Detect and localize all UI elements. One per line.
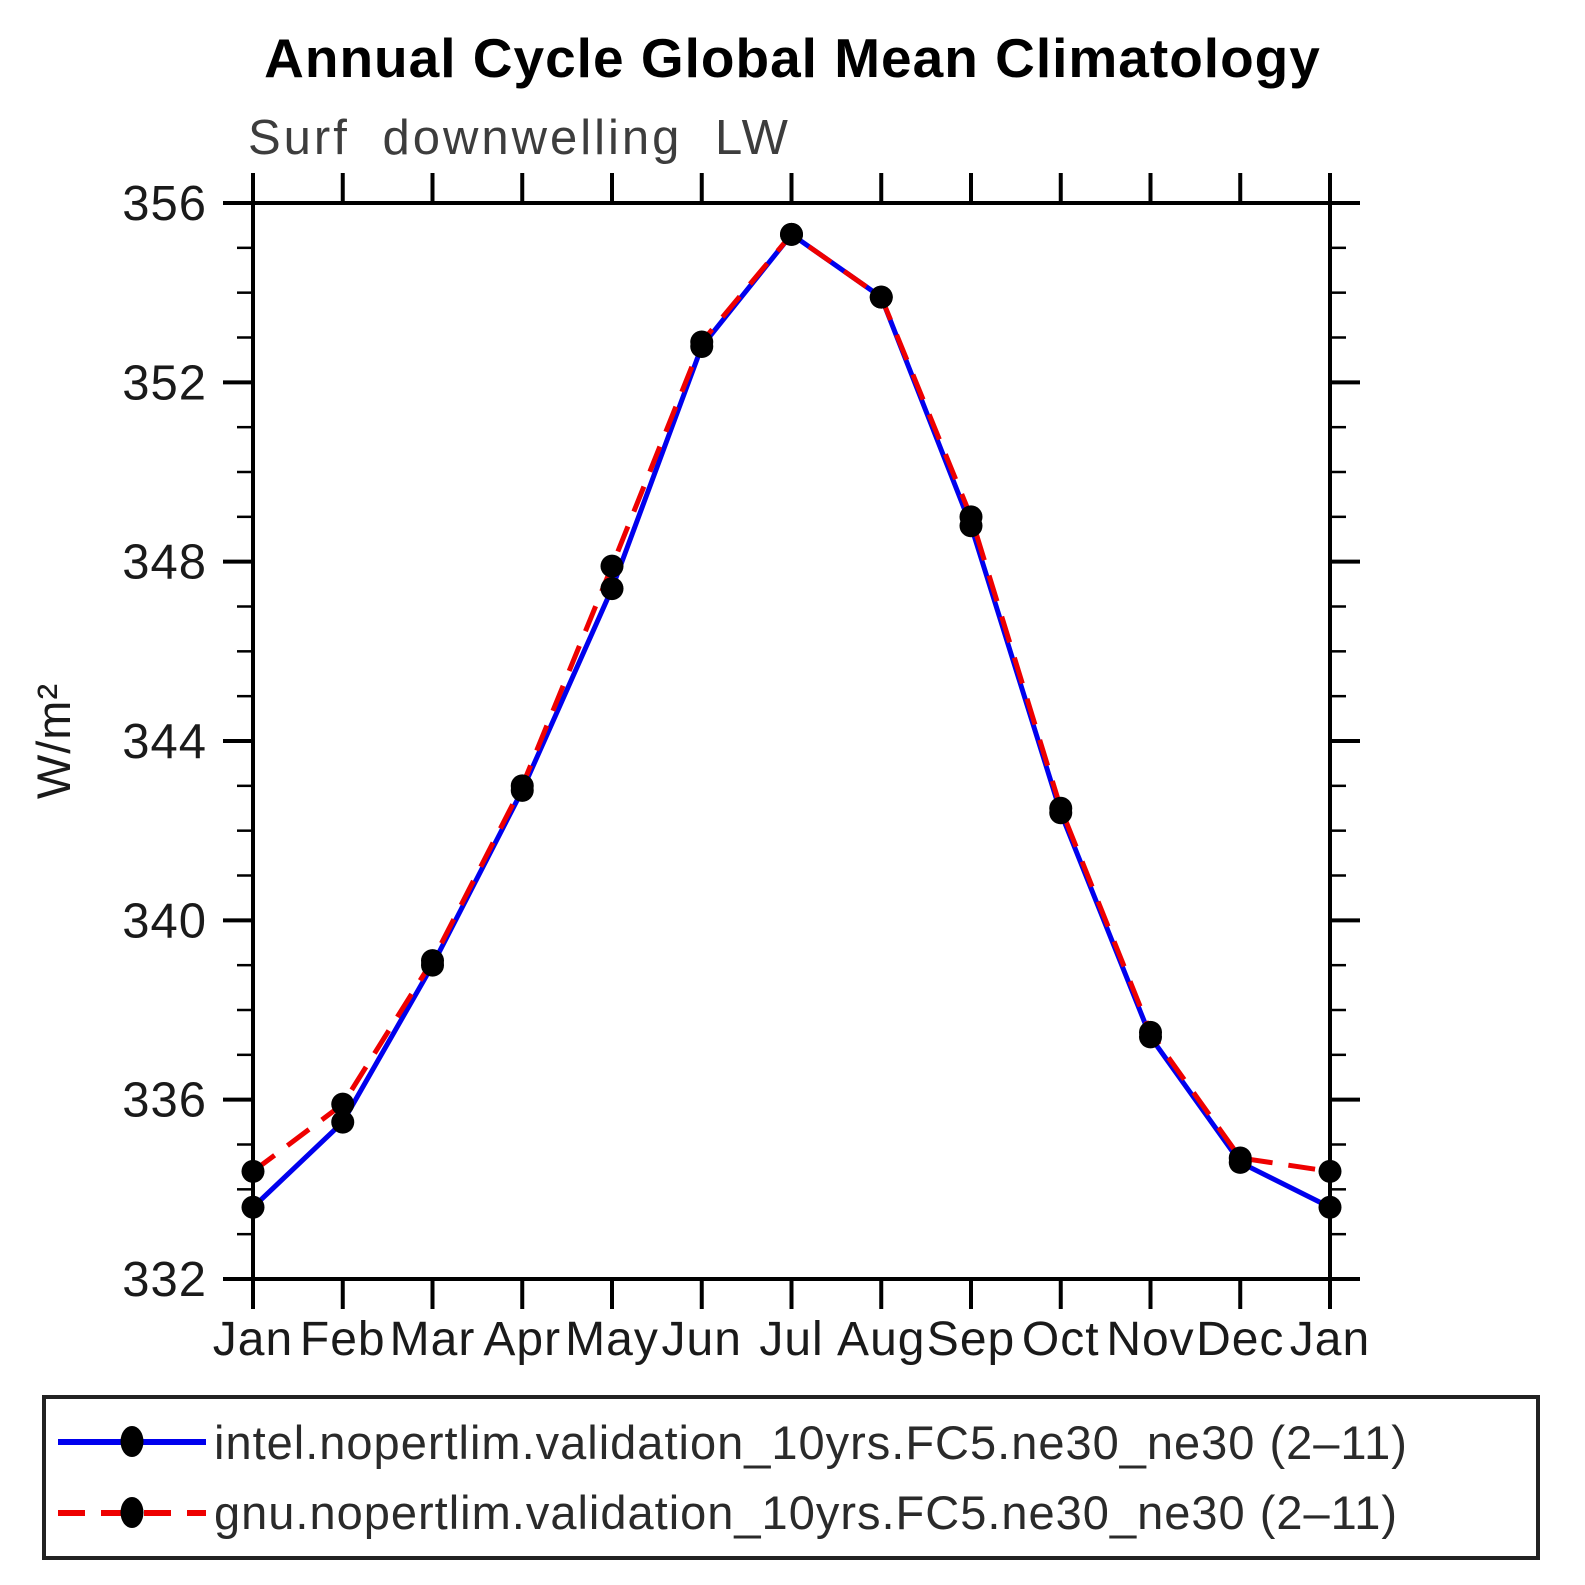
marker-dot-icon bbox=[120, 1496, 144, 1528]
x-tick-label: May bbox=[565, 1313, 659, 1366]
x-tick-label: Jan bbox=[213, 1313, 293, 1366]
legend-swatch-gnu bbox=[58, 1496, 206, 1529]
x-tick-label: Feb bbox=[300, 1313, 386, 1366]
x-tick-label: Jan bbox=[1290, 1313, 1370, 1366]
y-tick-label: 348 bbox=[122, 536, 207, 590]
y-axis-label: W/m² bbox=[27, 683, 80, 799]
y-tick-label: 344 bbox=[122, 715, 207, 769]
legend-item-intel: intel.nopertlim.validation_10yrs.FC5.ne3… bbox=[58, 1415, 1536, 1470]
x-tick-label: Jul bbox=[759, 1313, 823, 1366]
data-point-marker bbox=[331, 1110, 355, 1134]
legend-item-gnu: gnu.nopertlim.validation_10yrs.FC5.ne30_… bbox=[58, 1485, 1536, 1540]
data-point-marker bbox=[331, 1092, 355, 1116]
data-point-marker bbox=[1139, 1020, 1162, 1044]
data-point-marker bbox=[869, 285, 893, 309]
x-tick-label: Sep bbox=[927, 1313, 1015, 1366]
y-tick-label: 336 bbox=[122, 1074, 207, 1128]
legend-swatch-intel bbox=[58, 1426, 206, 1458]
x-tick-label: Apr bbox=[483, 1313, 561, 1366]
x-tick-label: Aug bbox=[837, 1313, 925, 1366]
data-point-marker bbox=[1228, 1146, 1252, 1170]
data-point-marker bbox=[1318, 1159, 1342, 1183]
data-point-marker bbox=[1049, 796, 1073, 820]
x-tick-label: Jun bbox=[662, 1313, 742, 1366]
marker-dot-icon bbox=[120, 1426, 144, 1458]
data-point-marker bbox=[510, 774, 534, 798]
y-tick-label: 340 bbox=[122, 894, 207, 948]
data-point-marker bbox=[600, 554, 624, 578]
data-point-marker bbox=[421, 949, 444, 973]
y-tick-label: 356 bbox=[122, 177, 207, 231]
series-line-gnu bbox=[251, 231, 1331, 1174]
plot-frame bbox=[251, 201, 1332, 1281]
legend-label-intel: intel.nopertlim.validation_10yrs.FC5.ne3… bbox=[214, 1415, 1408, 1469]
data-point-marker bbox=[241, 1159, 265, 1183]
y-tick-label: 352 bbox=[122, 356, 207, 410]
data-point-marker bbox=[1318, 1195, 1342, 1219]
data-point-marker bbox=[780, 222, 803, 246]
data-point-marker bbox=[600, 577, 624, 601]
page-title: Annual Cycle Global Mean Climatology bbox=[264, 27, 1321, 89]
data-point-marker bbox=[690, 330, 714, 354]
y-tick-label: 332 bbox=[122, 1253, 207, 1307]
x-tick-label: Nov bbox=[1106, 1313, 1194, 1366]
data-point-marker bbox=[959, 505, 983, 529]
legend: intel.nopertlim.validation_10yrs.FC5.ne3… bbox=[42, 1395, 1540, 1560]
x-tick-label: Oct bbox=[1022, 1313, 1100, 1366]
x-tick-label: Dec bbox=[1196, 1313, 1284, 1366]
x-tick-label: Mar bbox=[390, 1313, 476, 1366]
chart-subtitle: Surf downwelling LW bbox=[248, 111, 791, 165]
data-point-marker bbox=[241, 1195, 265, 1219]
legend-label-gnu: gnu.nopertlim.validation_10yrs.FC5.ne30_… bbox=[214, 1486, 1399, 1540]
